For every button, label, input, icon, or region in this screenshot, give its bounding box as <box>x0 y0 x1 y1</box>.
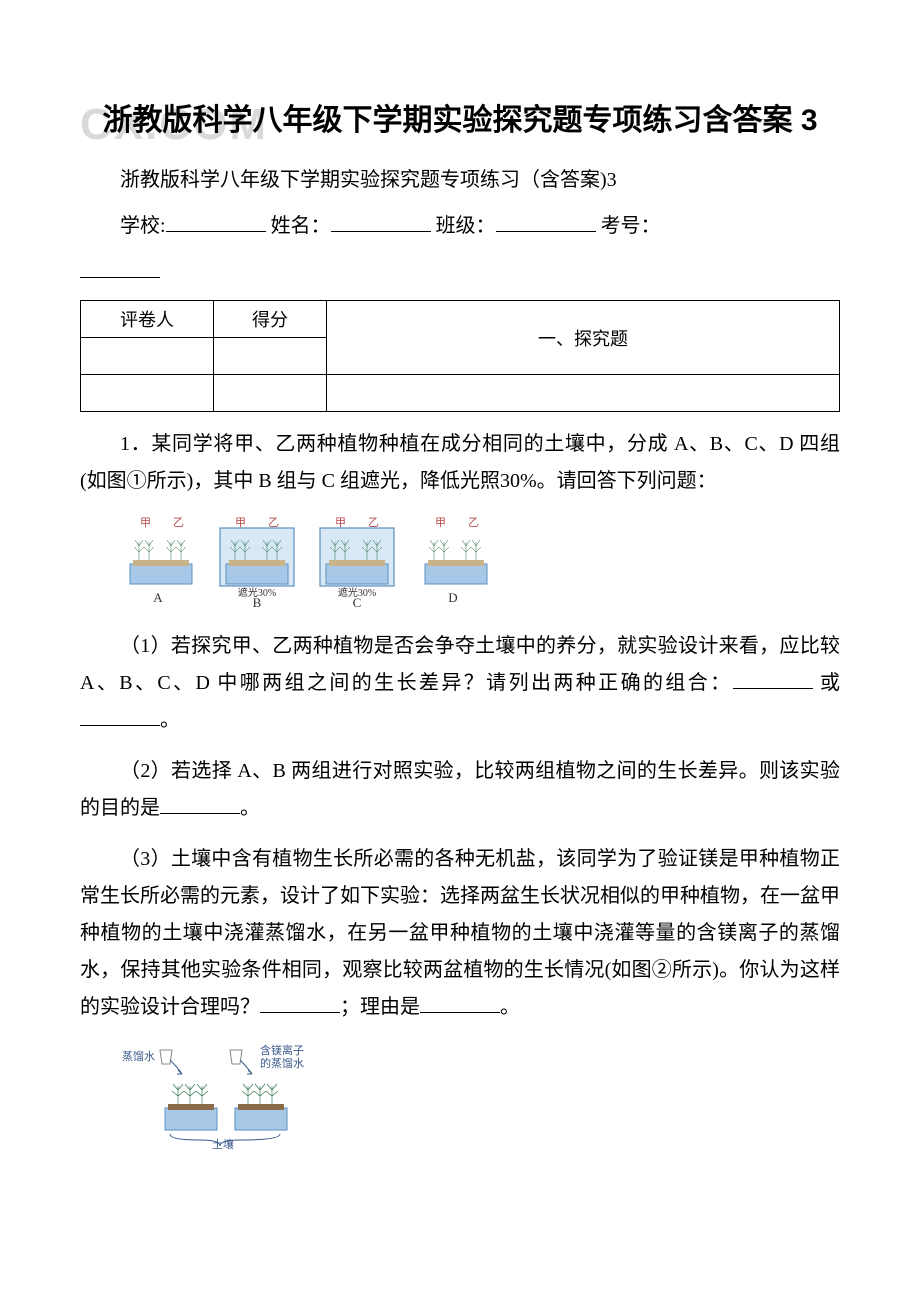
plant-group <box>429 540 481 560</box>
grader-table: 评卷人 得分 一、探究题 <box>80 300 840 412</box>
beaker-icon <box>230 1050 242 1064</box>
q1-part2: （2）若选择 A、B 两组进行对照实验，比较两组植物之间的生长差异。则该实验的目… <box>80 753 840 827</box>
fig1-label-yi: 乙 <box>173 516 184 529</box>
figure-2: 蒸馏水 含镁离子 的蒸馏水 <box>120 1040 840 1155</box>
fig2-mg-label-1: 含镁离子 <box>260 1043 304 1057</box>
name-blank <box>331 211 431 232</box>
fig1-group-A: A <box>153 590 163 605</box>
table-row: 评卷人 得分 一、探究题 <box>81 301 840 338</box>
score-blank-cell <box>214 338 327 375</box>
examno-blank <box>80 257 160 278</box>
plant-group <box>242 1084 278 1104</box>
school-label: 学校: <box>120 215 166 237</box>
figure-1: 甲 乙 A 甲 <box>120 514 840 614</box>
answer-blank <box>733 668 813 689</box>
fig1-group-B: B <box>253 595 262 609</box>
grader-col1-header: 评卷人 <box>81 301 214 338</box>
fig1-label-yi: 乙 <box>368 516 379 529</box>
plant-group <box>134 540 186 560</box>
soil-shape <box>329 560 385 566</box>
pot-shape <box>235 1108 287 1130</box>
soil-shape <box>133 560 189 566</box>
soil-shape <box>168 1104 214 1110</box>
pot-shape <box>226 564 288 584</box>
fig1-group-D: D <box>448 590 457 605</box>
answer-blank <box>420 992 500 1013</box>
fig2-soil-label: 土壤 <box>212 1137 234 1150</box>
q1-part1: （1）若探究甲、乙两种植物是否会争夺土壤中的养分，就实验设计来看，应比较 A、B… <box>80 628 840 739</box>
table-row <box>81 375 840 412</box>
q1-part3: （3）土壤中含有植物生长所必需的各种无机盐，该同学为了验证镁是甲种植物正常生长所… <box>80 841 840 1026</box>
page-title: 浙教版科学八年级下学期实验探究题专项练习含答案 3 <box>80 100 840 142</box>
q1-part1-text-c: 。 <box>160 709 180 731</box>
q1-part1-text-a: （1）若探究甲、乙两种植物是否会争夺土壤中的养分，就实验设计来看，应比较 A、B… <box>80 635 840 694</box>
section-header: 一、探究题 <box>327 301 840 375</box>
fig1-group-C: C <box>353 595 362 609</box>
pot-shape <box>425 564 487 584</box>
fig1-label-jia: 甲 <box>235 517 246 529</box>
answer-blank <box>260 992 340 1013</box>
examno-blank-line <box>80 254 840 290</box>
q1-part2-text-b: 。 <box>240 797 260 819</box>
class-blank <box>496 211 596 232</box>
fig1-label-yi: 乙 <box>468 516 479 529</box>
grader-blank-cell2 <box>81 375 214 412</box>
fig1-label-yi: 乙 <box>268 516 279 529</box>
fig1-label-jia: 甲 <box>140 517 151 529</box>
pot-shape <box>326 564 388 584</box>
pot-shape <box>130 564 192 584</box>
fig2-mg-label-2: 的蒸馏水 <box>260 1056 304 1070</box>
q1-part3-text-b: ；理由是 <box>340 996 420 1018</box>
plant-group <box>172 1084 208 1104</box>
q1-stem: 1．某同学将甲、乙两种植物种植在成分相同的土壤中，分成 A、B、C、D 四组(如… <box>80 426 840 500</box>
q1-part1-text-b: 或 <box>820 672 840 694</box>
soil-shape <box>238 1104 284 1110</box>
fig2-distilled-label: 蒸馏水 <box>122 1049 155 1063</box>
name-label: 姓名： <box>271 215 331 237</box>
soil-shape <box>229 560 285 566</box>
score-blank-cell2 <box>214 375 327 412</box>
fig1-label-jia: 甲 <box>435 517 446 529</box>
answer-blank <box>80 705 160 726</box>
class-label: 班级： <box>436 215 496 237</box>
fig1-label-jia: 甲 <box>335 517 346 529</box>
form-fields-line: 学校: 姓名： 班级： 考号： <box>80 208 840 244</box>
beaker-icon <box>160 1050 172 1064</box>
examno-label: 考号： <box>601 215 661 237</box>
q1-part3-text-c: 。 <box>500 996 520 1018</box>
pot-shape <box>165 1108 217 1130</box>
answer-blank <box>160 793 240 814</box>
section-blank-cell <box>327 375 840 412</box>
grader-blank-cell <box>81 338 214 375</box>
subtitle: 浙教版科学八年级下学期实验探究题专项练习（含答案)3 <box>80 162 840 198</box>
soil-shape <box>428 560 484 566</box>
school-blank <box>166 211 266 232</box>
grader-col2-header: 得分 <box>214 301 327 338</box>
